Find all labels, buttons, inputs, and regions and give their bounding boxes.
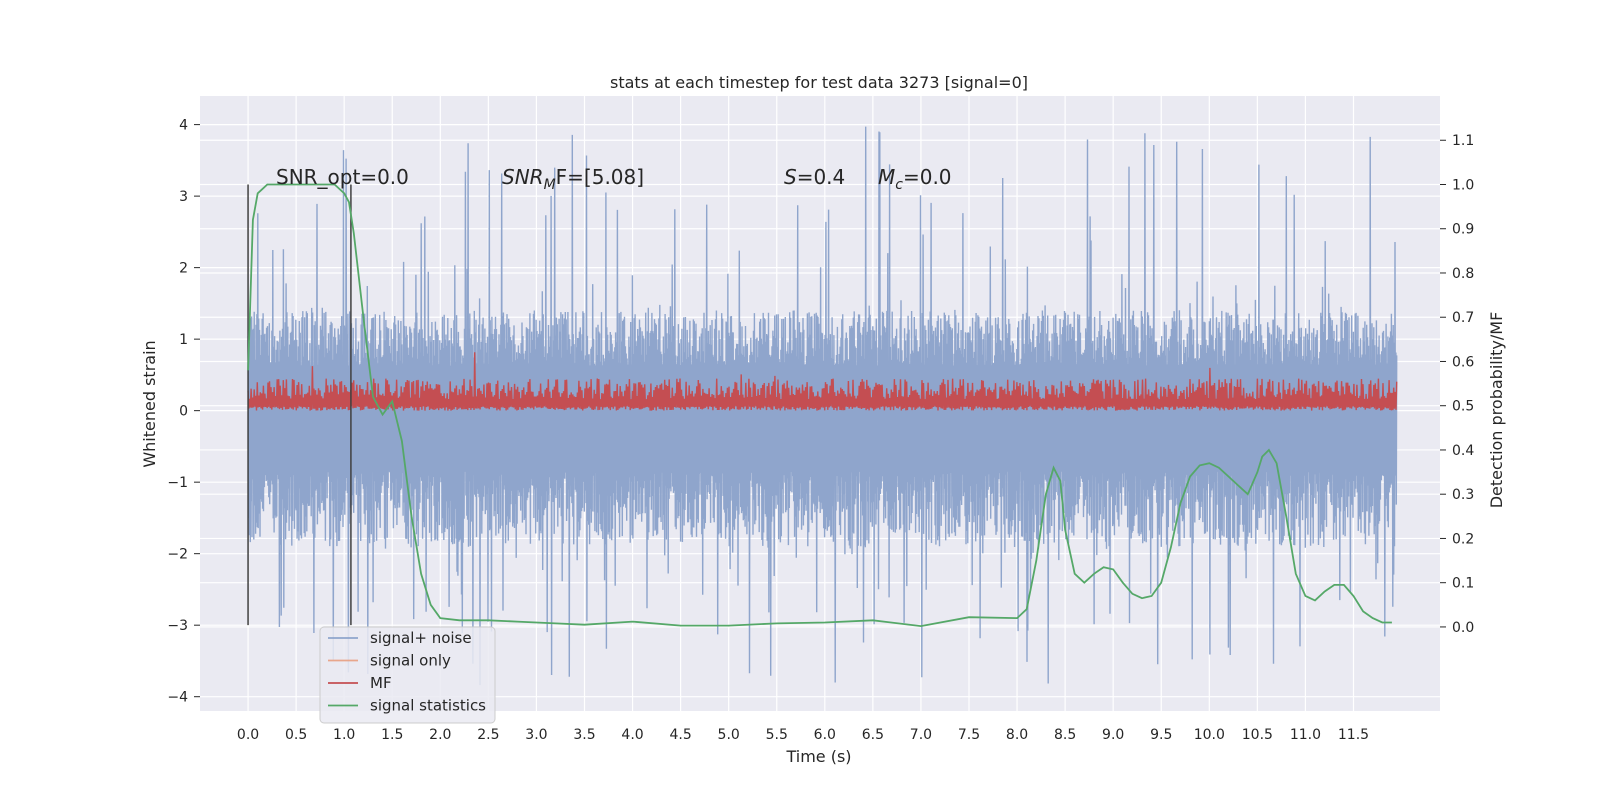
right-y-tick-label: 0.5 — [1452, 399, 1474, 415]
x-tick-label: 9.0 — [1102, 727, 1124, 743]
x-tick-label: 2.5 — [477, 727, 499, 743]
x-tick-label: 0.0 — [237, 727, 259, 743]
x-tick-label: 9.5 — [1150, 727, 1172, 743]
y-axis-label-left: Whitened strain — [140, 340, 159, 467]
left-y-tick-label: 1 — [179, 332, 188, 348]
right-y-tick-label: 1.1 — [1452, 133, 1474, 149]
right-y-tick-label: 0.4 — [1452, 443, 1474, 459]
left-y-tick-label: −3 — [167, 618, 188, 634]
annotation-snr-opt: SNR_opt=0.0 — [276, 165, 409, 189]
x-tick-label: 6.5 — [862, 727, 884, 743]
legend-label: signal only — [370, 652, 451, 670]
x-tick-label: 8.5 — [1054, 727, 1076, 743]
right-y-tick-label: 0.1 — [1452, 576, 1474, 592]
annotation-snr-mf-rest: F=[5.08] — [556, 165, 644, 189]
right-y-tick-label: 0.7 — [1452, 310, 1474, 326]
chart-title: stats at each timestep for test data 327… — [610, 73, 1028, 92]
left-y-tick-label: −4 — [167, 690, 188, 706]
right-y-axis-ticks: 1.1 1.0 0.9 0.8 0.7 0.6 0.5 0.4 0.3 0.2 0.1 0.0 — [1440, 133, 1474, 636]
x-tick-label: 1.0 — [333, 727, 355, 743]
left-y-tick-label: −2 — [167, 547, 188, 563]
right-y-tick-label: 0.3 — [1452, 487, 1474, 503]
x-tick-label: 5.0 — [718, 727, 740, 743]
x-tick-label: 3.5 — [573, 727, 595, 743]
right-y-tick-label: 0.2 — [1452, 531, 1474, 547]
right-y-tick-label: 0.9 — [1452, 222, 1474, 238]
x-tick-label: 11.0 — [1290, 727, 1321, 743]
x-axis-label: Time (s) — [785, 747, 851, 766]
annotation-s-val: =0.4 — [797, 165, 846, 189]
x-tick-label: 2.0 — [429, 727, 451, 743]
x-tick-label: 10.5 — [1242, 727, 1273, 743]
x-tick-label: 6.0 — [814, 727, 836, 743]
x-axis-ticks: 0.0 0.5 1.0 1.5 2.0 2.5 3.0 3.5 4.0 4.5 5.0 5.5 6.0 6… — [237, 727, 1369, 743]
x-tick-label: 10.0 — [1194, 727, 1225, 743]
right-y-tick-label: 1.0 — [1452, 177, 1474, 193]
annotation-mc-val: =0.0 — [903, 165, 952, 189]
annotation-s-sym: S — [784, 165, 797, 189]
annotation-mc-sub: c — [895, 177, 903, 193]
annotation-snr-mf: SNRMF=[5.08] — [502, 165, 644, 193]
x-tick-label: 7.5 — [958, 727, 980, 743]
x-tick-label: 5.5 — [766, 727, 788, 743]
right-y-tick-label: 0.6 — [1452, 354, 1474, 370]
right-y-tick-label: 0.0 — [1452, 620, 1474, 636]
annotation-s: S=0.4 — [784, 165, 845, 189]
x-tick-label: 1.5 — [381, 727, 403, 743]
left-y-tick-label: −1 — [167, 475, 188, 491]
x-tick-label: 3.0 — [525, 727, 547, 743]
x-tick-label: 8.0 — [1006, 727, 1028, 743]
annotation-snr-mf-sub: M — [544, 177, 556, 193]
right-y-tick-label: 0.8 — [1452, 266, 1474, 282]
y-axis-label-right: Detection probability/MF — [1487, 312, 1506, 509]
annotation-mc: Mc=0.0 — [878, 165, 952, 193]
left-y-tick-label: 3 — [179, 189, 188, 205]
legend-label: signal+ noise — [370, 629, 472, 647]
left-y-tick-label: 2 — [179, 261, 188, 277]
x-tick-label: 4.0 — [621, 727, 643, 743]
annotation-mc-sym: M — [878, 165, 895, 189]
x-tick-label: 0.5 — [285, 727, 307, 743]
series-signal-noise — [247, 126, 1398, 686]
series-mf — [247, 352, 1398, 411]
x-tick-label: 11.5 — [1338, 727, 1369, 743]
annotation-snr-mf-main: SNR — [502, 165, 544, 189]
legend: signal+ noise signal only MF signal statist… — [319, 626, 496, 724]
x-tick-label: 4.5 — [669, 727, 691, 743]
series-signal-statistics — [247, 183, 1392, 628]
legend-label: MF — [370, 674, 392, 692]
left-y-axis-ticks: 4 3 2 1 0 −1 −2 −3 −4 — [167, 118, 200, 706]
legend-label: signal statistics — [370, 697, 486, 715]
left-y-tick-label: 4 — [179, 118, 188, 134]
left-y-tick-label: 0 — [179, 404, 188, 420]
x-tick-label: 7.0 — [910, 727, 932, 743]
time-marker-lines — [247, 184, 352, 626]
legend-box — [319, 626, 496, 724]
